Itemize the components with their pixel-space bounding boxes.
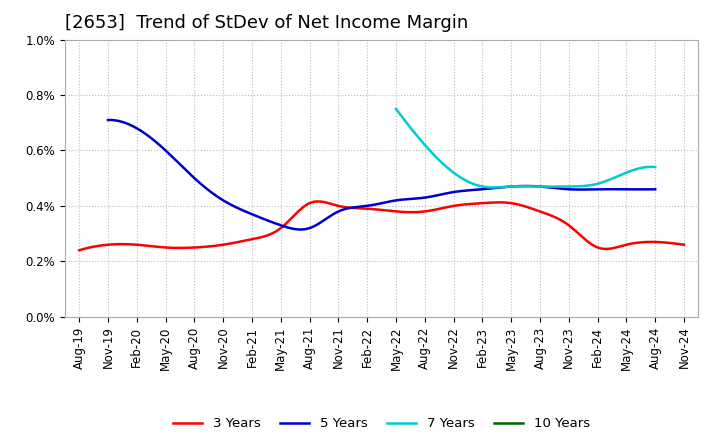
- 7 Years: [495, 185, 503, 190]
- 7 Years: [489, 185, 498, 190]
- 5 Years: [651, 187, 660, 192]
- 3 Years: [316, 199, 325, 204]
- 5 Years: [296, 227, 305, 232]
- 5 Years: [451, 189, 459, 194]
- Line: 3 Years: 3 Years: [79, 202, 684, 250]
- 7 Years: [580, 183, 588, 189]
- 5 Years: [284, 225, 292, 230]
- 7 Years: [423, 145, 431, 150]
- 5 Years: [323, 215, 332, 220]
- 7 Years: [581, 183, 590, 188]
- 3 Years: [680, 242, 688, 247]
- 5 Years: [104, 117, 112, 123]
- 7 Years: [392, 106, 400, 111]
- 3 Years: [148, 244, 156, 249]
- 5 Years: [504, 184, 513, 189]
- 7 Years: [476, 183, 485, 189]
- 3 Years: [272, 229, 281, 234]
- Line: 5 Years: 5 Years: [108, 120, 655, 230]
- 5 Years: [501, 184, 510, 190]
- 7 Years: [555, 184, 564, 189]
- 3 Years: [516, 202, 525, 208]
- 3 Years: [75, 248, 84, 253]
- Text: [2653]  Trend of StDev of Net Income Margin: [2653] Trend of StDev of Net Income Marg…: [65, 15, 468, 33]
- Legend: 3 Years, 5 Years, 7 Years, 10 Years: 3 Years, 5 Years, 7 Years, 10 Years: [168, 412, 595, 436]
- 3 Years: [457, 202, 466, 208]
- 3 Years: [513, 202, 521, 207]
- 7 Years: [651, 165, 660, 170]
- 3 Years: [315, 199, 323, 204]
- Line: 7 Years: 7 Years: [396, 109, 655, 187]
- 5 Years: [171, 157, 179, 162]
- 5 Years: [105, 117, 114, 123]
